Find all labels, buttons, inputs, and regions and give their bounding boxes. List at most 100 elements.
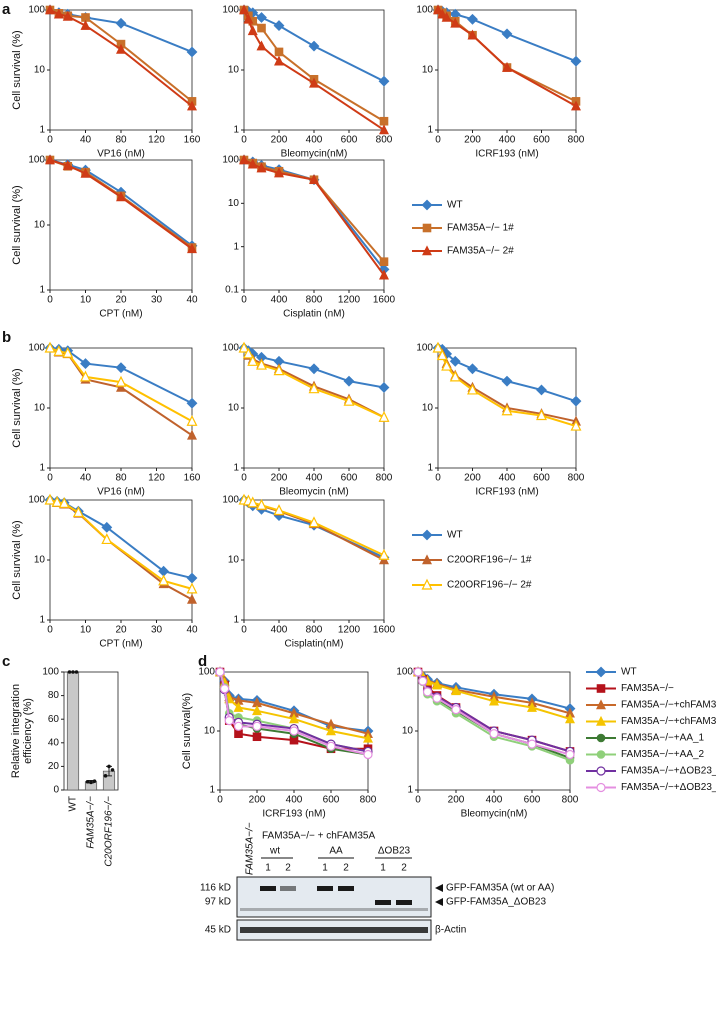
marker xyxy=(186,572,198,584)
y-tick-label: 1 xyxy=(39,125,45,136)
marker xyxy=(256,40,267,51)
marker xyxy=(436,349,448,361)
legend: WT FAM35A−/− FAM35A−/−+chFAM35A_1 FAM35A−/−… xyxy=(586,666,716,793)
marker xyxy=(252,721,262,731)
marker xyxy=(378,382,390,393)
data-point xyxy=(85,779,90,784)
marker xyxy=(80,370,91,382)
y-tick-label: 1 xyxy=(233,125,239,136)
marker xyxy=(422,223,432,233)
chart: 1 10 100 0 10 20 30 40 CPT (nM) xyxy=(28,493,198,650)
marker xyxy=(242,347,254,359)
x-tick-label: 600 xyxy=(323,795,340,806)
x-tick-label: 0 xyxy=(217,795,223,806)
y-tick-label: 100 xyxy=(198,667,215,678)
marker xyxy=(239,154,249,165)
chart: 1 10 100 0 200 400 600 800 ICRF193 (nM) xyxy=(416,341,585,498)
band xyxy=(317,886,333,891)
marker xyxy=(595,666,607,678)
x-tick-label: 40 xyxy=(186,625,198,636)
marker xyxy=(596,750,606,759)
x-axis-label: ICRF193 (nM) xyxy=(475,149,538,160)
legend-label: WT xyxy=(447,200,463,211)
marker xyxy=(187,429,197,440)
x-axis-label: Cisplatin(nM) xyxy=(285,639,344,650)
series-line xyxy=(49,159,193,250)
marker xyxy=(238,341,250,353)
marker xyxy=(450,17,461,28)
x-tick-label: 30 xyxy=(151,625,163,636)
marker xyxy=(53,344,65,356)
marker xyxy=(101,521,113,533)
x-axis-label: ICRF193 (nM) xyxy=(262,809,325,820)
marker xyxy=(489,729,499,739)
x-tick-label: 800 xyxy=(562,795,579,806)
band xyxy=(396,900,412,905)
marker xyxy=(273,20,285,32)
y-axis-label: Cell survival(%) xyxy=(181,692,193,770)
marker xyxy=(467,363,478,375)
y-tick-label: 40 xyxy=(48,737,60,748)
y-tick-label: 10 xyxy=(228,403,240,414)
x-axis-label: Bleomycin (nM) xyxy=(279,487,348,498)
lane-number: 2 xyxy=(343,863,349,874)
marker xyxy=(570,55,582,67)
y-tick-label: 10 xyxy=(34,65,46,76)
legend-label: FAM35A−/− 2# xyxy=(447,246,514,257)
marker xyxy=(433,4,443,15)
marker xyxy=(432,679,442,690)
legend-label: FAM35A−/− 1# xyxy=(447,223,514,234)
series-line xyxy=(219,671,369,756)
marker xyxy=(247,25,258,36)
x-tick-label: 0 xyxy=(435,473,441,484)
y-tick-label: 100 xyxy=(222,495,239,506)
x-tick-label: 400 xyxy=(271,625,288,636)
panel-label: c xyxy=(2,653,10,670)
x-tick-label: 600 xyxy=(533,473,550,484)
lane-number: 1 xyxy=(265,863,271,874)
x-tick-label: C20ORF196−/− xyxy=(104,796,115,867)
marker xyxy=(62,159,73,170)
marker xyxy=(186,582,198,594)
x-tick-label: 0 xyxy=(47,135,53,146)
x-tick-label: 0 xyxy=(241,625,247,636)
y-tick-label: 1 xyxy=(233,463,239,474)
marker xyxy=(421,529,433,541)
marker xyxy=(274,55,284,66)
marker xyxy=(233,721,244,731)
marker xyxy=(413,667,423,677)
marker xyxy=(421,578,433,590)
lane-number: 1 xyxy=(322,863,328,874)
plot-frame xyxy=(49,159,193,291)
marker xyxy=(378,410,390,422)
marker xyxy=(158,574,170,586)
x-tick-label: 800 xyxy=(306,295,323,306)
marker xyxy=(379,116,389,126)
marker xyxy=(116,191,126,202)
marker xyxy=(363,749,373,760)
marker xyxy=(308,40,320,52)
marker xyxy=(570,419,582,431)
marker xyxy=(243,13,254,24)
x-tick-label: 800 xyxy=(568,473,585,484)
marker xyxy=(326,725,336,736)
group-label: FAM35A−/− + chFAM35A xyxy=(262,831,375,842)
x-tick-label: 800 xyxy=(568,135,585,146)
marker xyxy=(596,766,606,776)
marker xyxy=(418,676,428,686)
y-tick-label: 1 xyxy=(39,463,45,474)
x-tick-label: 0 xyxy=(415,795,421,806)
marker xyxy=(565,713,575,724)
x-tick-label: WT xyxy=(68,796,79,812)
marker xyxy=(421,199,433,211)
marker xyxy=(343,394,355,406)
marker xyxy=(596,782,606,793)
marker xyxy=(247,354,259,366)
marker xyxy=(51,495,63,507)
band xyxy=(240,908,428,911)
y-axis-label: Cell survival (%) xyxy=(11,520,23,600)
lane-label: FAM35A−/− xyxy=(245,822,256,875)
x-tick-label: 0 xyxy=(241,295,247,306)
marker-label: 97 kD xyxy=(205,897,231,908)
y-tick-label: 1 xyxy=(407,785,413,796)
